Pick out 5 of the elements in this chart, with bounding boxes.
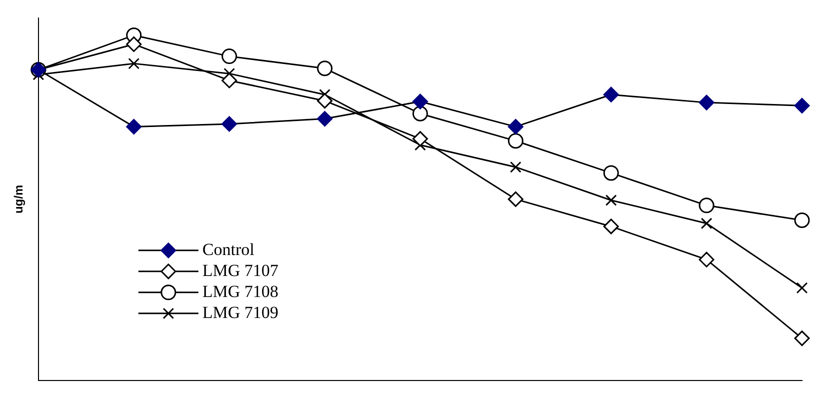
legend-label: LMG 7109 xyxy=(202,302,278,322)
legend-label: Control xyxy=(202,240,255,259)
y-axis-title: ug/m xyxy=(12,184,26,214)
legend-label: LMG 7108 xyxy=(202,282,278,301)
legend-label: LMG 7107 xyxy=(202,260,279,280)
